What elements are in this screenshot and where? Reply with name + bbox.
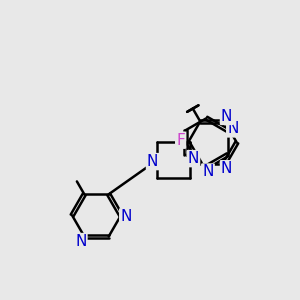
Text: F: F	[176, 133, 185, 148]
Text: N: N	[221, 109, 232, 124]
Text: N: N	[227, 122, 238, 136]
Text: N: N	[147, 154, 158, 169]
Text: N: N	[221, 161, 232, 176]
Text: N: N	[120, 209, 132, 224]
Text: N: N	[75, 234, 86, 249]
Text: N: N	[188, 151, 199, 166]
Text: N: N	[202, 164, 214, 179]
